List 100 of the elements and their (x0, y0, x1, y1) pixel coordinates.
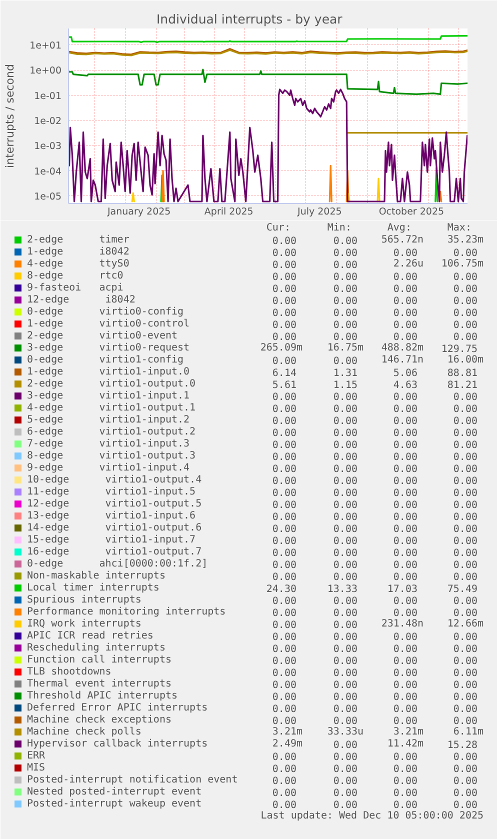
text: Last update: Wed Dec 10 05:00:00 2025 (260, 810, 484, 822)
text: 0.00 (272, 548, 296, 559)
legend-label: Nested posted-interrupt event (27, 786, 202, 798)
text: 0.00 (393, 776, 418, 787)
legend-label: Function call interrupts (27, 654, 172, 666)
text: 0.00 (272, 620, 296, 631)
text: 0.00 (333, 260, 358, 271)
text: 0.00 (272, 500, 296, 511)
text: 0.00 (393, 536, 418, 547)
text: 16.75m (327, 342, 364, 354)
text: 0.00 (333, 392, 358, 403)
text: Avg: (387, 222, 412, 234)
text: 0.00 (272, 320, 296, 331)
text: 0.00 (272, 488, 296, 499)
text: 0.00 (333, 404, 358, 415)
text: 0.00 (333, 452, 358, 463)
text: 0.00 (453, 248, 478, 259)
text: 11.42m (387, 738, 424, 750)
text: 0.00 (453, 548, 478, 559)
text: 0.00 (333, 332, 358, 343)
x-tick-label: January 2025 (106, 206, 171, 218)
text: 0.00 (393, 272, 418, 283)
text: 0.00 (393, 428, 418, 439)
text: 0.00 (272, 476, 296, 487)
text: 0.00 (393, 752, 418, 763)
text: 0.00 (272, 644, 296, 655)
legend-label: 16-edge virtio1-output.7 (27, 546, 202, 558)
text: 0.00 (393, 416, 418, 427)
text: 0.00 (272, 752, 296, 763)
legend-label: Threshold APIC interrupts (27, 690, 178, 702)
text: 0.00 (393, 788, 418, 799)
text: 0.00 (393, 704, 418, 715)
legend-label: Hypervisor callback interrupts (27, 738, 208, 750)
text: 0.00 (272, 764, 296, 775)
y-axis-title: interrupts / second (4, 64, 17, 168)
text: 0.00 (393, 404, 418, 415)
text: 0.00 (393, 440, 418, 451)
text: 0.00 (333, 572, 358, 583)
text: 0.00 (272, 392, 296, 403)
legend-label: 0-edge ahci[0000:00:1f.2] (27, 558, 208, 570)
text: 0.00 (272, 260, 296, 271)
text: 0.00 (272, 716, 296, 727)
text: 0.00 (333, 716, 358, 727)
text: 4.63 (393, 380, 418, 391)
legend-label: Spurious interrupts (27, 594, 142, 606)
text: 231.48n (381, 618, 424, 630)
legend-label: 15-edge virtio1-input.7 (27, 534, 196, 546)
text: 0.00 (333, 500, 358, 511)
legend-label: Non-maskable interrupts (27, 570, 166, 582)
text: 0.00 (333, 644, 358, 655)
text: 0.00 (272, 536, 296, 547)
legend-label: 2-edge virtio0-event (27, 330, 178, 342)
text: 0.00 (453, 776, 478, 787)
legend-label: Posted-interrupt notification event (27, 774, 238, 786)
legend-label: 1-edge virtio1-input.0 (27, 366, 190, 378)
legend-label: 8-edge virtio1-output.3 (27, 450, 196, 462)
text: 0.00 (333, 752, 358, 763)
text: 0.00 (453, 632, 478, 643)
text: 0.00 (333, 284, 358, 295)
text: 0.00 (272, 332, 296, 343)
line-series (68, 68, 468, 96)
legend-label: Machine check polls (27, 726, 142, 738)
text: 0.00 (272, 608, 296, 619)
text: 0.00 (393, 512, 418, 523)
text: 0.00 (393, 476, 418, 487)
text: 0.00 (333, 356, 358, 367)
legend-label: 9-edge virtio1-input.4 (27, 462, 190, 474)
legend-label: 7-edge virtio1-input.3 (27, 438, 190, 450)
x-tick-label: April 2025 (204, 206, 254, 218)
legend-label: Rescheduling interrupts (27, 642, 166, 654)
legend-label: 5-edge virtio1-input.2 (27, 414, 190, 426)
text: 0.00 (453, 296, 478, 307)
text: 0.00 (393, 656, 418, 667)
text: 5.06 (393, 368, 418, 379)
text: 0.00 (333, 560, 358, 571)
legend-label: 9-fasteoi acpi (27, 282, 124, 294)
text: Min: (327, 222, 352, 234)
text: 265.09m (260, 342, 303, 354)
legend-label: 1-edge virtio0-control (27, 318, 190, 330)
y-tick-label: 1e-05 (34, 191, 62, 202)
y-tick-label: 1e+00 (30, 66, 62, 77)
text: 0.00 (453, 404, 478, 415)
text: 0.00 (453, 428, 478, 439)
text: 0.00 (453, 464, 478, 475)
legend-label: ERR (27, 750, 46, 762)
legend-label: APIC ICR read retries (27, 630, 154, 642)
text: 0.00 (272, 596, 296, 607)
text: 35.23m (447, 234, 484, 246)
text: 0.00 (333, 440, 358, 451)
legend-label: IRQ work interrupts (27, 618, 142, 630)
text: 0.00 (393, 572, 418, 583)
text: 0.00 (272, 524, 296, 535)
text: 0.00 (393, 680, 418, 691)
legend-label: Posted-interrupt wakeup event (27, 798, 202, 810)
text: 0.00 (453, 536, 478, 547)
text: 0.00 (333, 548, 358, 559)
text: 88.81 (447, 368, 478, 379)
text: 0.00 (453, 560, 478, 571)
text: 0.00 (272, 464, 296, 475)
text: 0.00 (333, 740, 358, 751)
